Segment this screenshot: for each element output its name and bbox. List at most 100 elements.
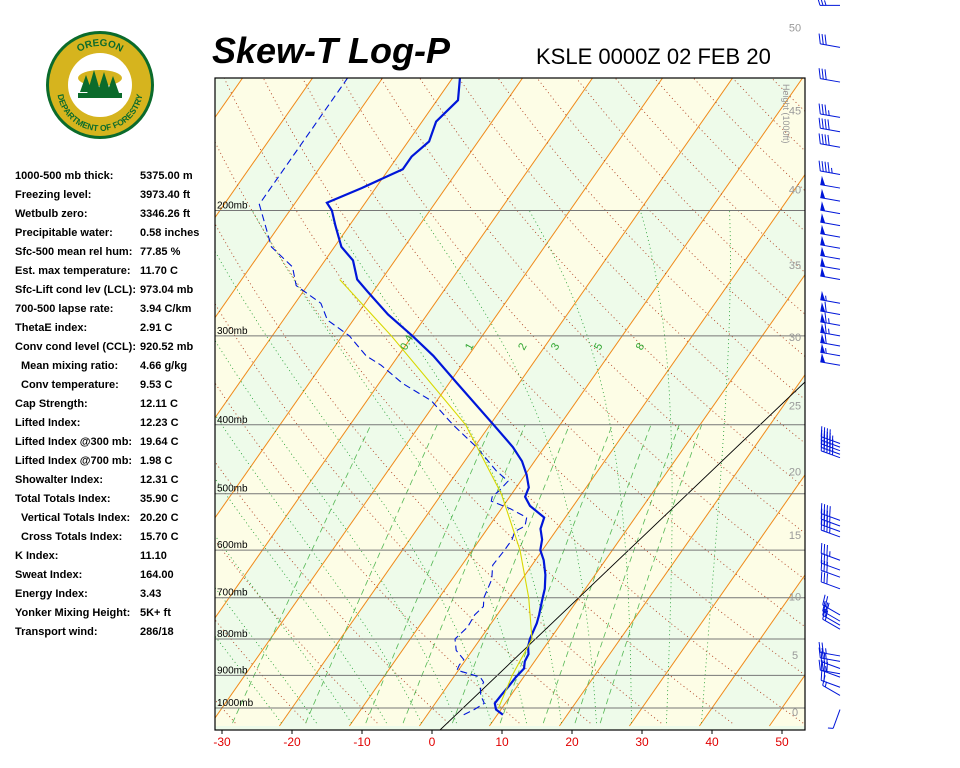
mixing-ratio-label: 1 <box>463 341 476 352</box>
index-label: Mean mixing ratio: <box>21 360 119 372</box>
moist-adiabat <box>639 210 673 724</box>
x-tick-label: 40 <box>705 735 719 749</box>
height-tick-label: 0 <box>792 707 798 719</box>
barb-half-feather <box>825 348 827 354</box>
barb-feather <box>823 652 826 663</box>
wind-barb <box>818 133 841 148</box>
index-label: Lifted Index @300 mb: <box>15 436 133 448</box>
profile-curves <box>258 78 547 716</box>
index-value: 920.52 mb <box>140 341 194 353</box>
isobar-label: 900mb <box>217 665 248 676</box>
barb-shaft <box>832 709 841 729</box>
barb-flag <box>820 353 826 363</box>
index-row: Lifted Index @700 mb: 1.98 C <box>15 452 215 471</box>
wind-barb <box>820 246 841 260</box>
wind-barb <box>818 642 841 657</box>
barb-feather <box>824 301 827 313</box>
isotherm-line <box>278 78 734 727</box>
barb-shaft <box>822 618 841 630</box>
barb-shaft <box>820 170 841 175</box>
barb-shaft <box>821 552 841 561</box>
isobar-label: 200mb <box>217 201 248 212</box>
barb-shaft <box>821 518 841 527</box>
barb-feather <box>823 572 826 584</box>
temperature-band <box>0 0 171 726</box>
index-row: Sfc-Lift cond lev (LCL): 973.04 mb <box>15 281 215 300</box>
index-row: Showalter Index: 12.31 C <box>15 471 215 490</box>
barb-feather <box>820 571 823 582</box>
barb-half-feather <box>828 328 830 334</box>
barb-feather <box>821 118 824 129</box>
wind-barb <box>820 333 841 347</box>
barb-feather <box>827 119 830 130</box>
index-value: 9.53 C <box>140 379 173 391</box>
index-label: ThetaE index: <box>15 322 88 334</box>
index-label: Vertical Totals Index: <box>21 512 131 524</box>
barb-feather <box>823 504 826 515</box>
barb-feather <box>823 670 826 682</box>
isobar-label: 300mb <box>217 326 248 337</box>
index-row: Freezing level: 3973.40 ft <box>15 186 215 205</box>
wind-barb <box>820 542 841 561</box>
barb-feather <box>820 669 823 681</box>
wind-barb-panel <box>816 78 862 730</box>
barb-flag <box>820 343 826 354</box>
barb-feather <box>826 554 828 566</box>
oregon-forestry-logo: OREGON DEPARTMENT OF FORESTRY <box>46 31 154 139</box>
temperature-band <box>0 0 101 726</box>
index-label: Precipitable water: <box>15 227 113 239</box>
barb-feather <box>821 104 824 115</box>
moist-adiabat <box>215 339 457 724</box>
barb-feather <box>824 118 827 130</box>
barb-feather <box>820 542 823 554</box>
index-value: 11.10 <box>140 550 167 562</box>
wind-barb <box>822 608 841 630</box>
isobar-label: 600mb <box>217 540 248 551</box>
index-value: 35.90 C <box>140 493 179 505</box>
wind-barb <box>820 235 841 249</box>
index-label: Cross Totals Index: <box>21 531 123 543</box>
height-tick-label: 10 <box>789 591 801 603</box>
height-tick-label: 15 <box>789 530 801 542</box>
moist-adiabat <box>215 635 282 724</box>
height-axis-label: Height (1000ft) <box>781 84 791 144</box>
index-value: 0.58 inches <box>140 227 200 239</box>
dry-adiabat <box>575 78 805 315</box>
index-label: Conv temperature: <box>21 379 119 391</box>
barb-feather <box>827 134 830 146</box>
index-value: 5K+ ft <box>140 607 171 619</box>
wind-barb <box>820 257 841 270</box>
dry-adiabat <box>340 78 805 581</box>
barb-flag <box>820 235 826 246</box>
mixing-ratio-line <box>542 424 652 724</box>
zero-isotherm-line <box>439 381 805 730</box>
barb-shaft <box>821 436 841 444</box>
barb-feather <box>824 312 827 323</box>
index-row: Cross Totals Index: 15.70 C <box>15 528 215 547</box>
barb-shaft <box>821 581 841 590</box>
barb-shaft <box>820 669 841 675</box>
index-value: 5375.00 m <box>140 170 193 182</box>
dry-adiabat <box>215 303 591 724</box>
moist-adiabat <box>215 478 387 724</box>
wind-barb <box>822 604 841 626</box>
barb-feather <box>827 162 830 173</box>
barb-shaft <box>821 679 841 688</box>
isobar-label: 700mb <box>217 588 248 599</box>
moist-adiabat <box>325 210 562 724</box>
isotherm-line <box>558 373 805 727</box>
height-tick-label: 35 <box>789 260 801 272</box>
x-tick-label: 30 <box>635 735 649 749</box>
wind-barb <box>820 290 841 304</box>
wind-barb <box>817 0 840 6</box>
isotherm-line <box>215 78 384 319</box>
barb-feather <box>818 647 821 658</box>
barb-feather <box>826 428 828 439</box>
barb-feather <box>821 34 824 45</box>
height-tick-label: 5 <box>792 650 798 662</box>
index-value: 12.23 C <box>140 417 179 429</box>
barb-shaft <box>821 562 841 571</box>
index-row: 700-500 lapse rate: 3.94 C/km <box>15 300 215 319</box>
barb-shaft <box>820 651 841 657</box>
index-label: Energy Index: <box>15 588 88 600</box>
